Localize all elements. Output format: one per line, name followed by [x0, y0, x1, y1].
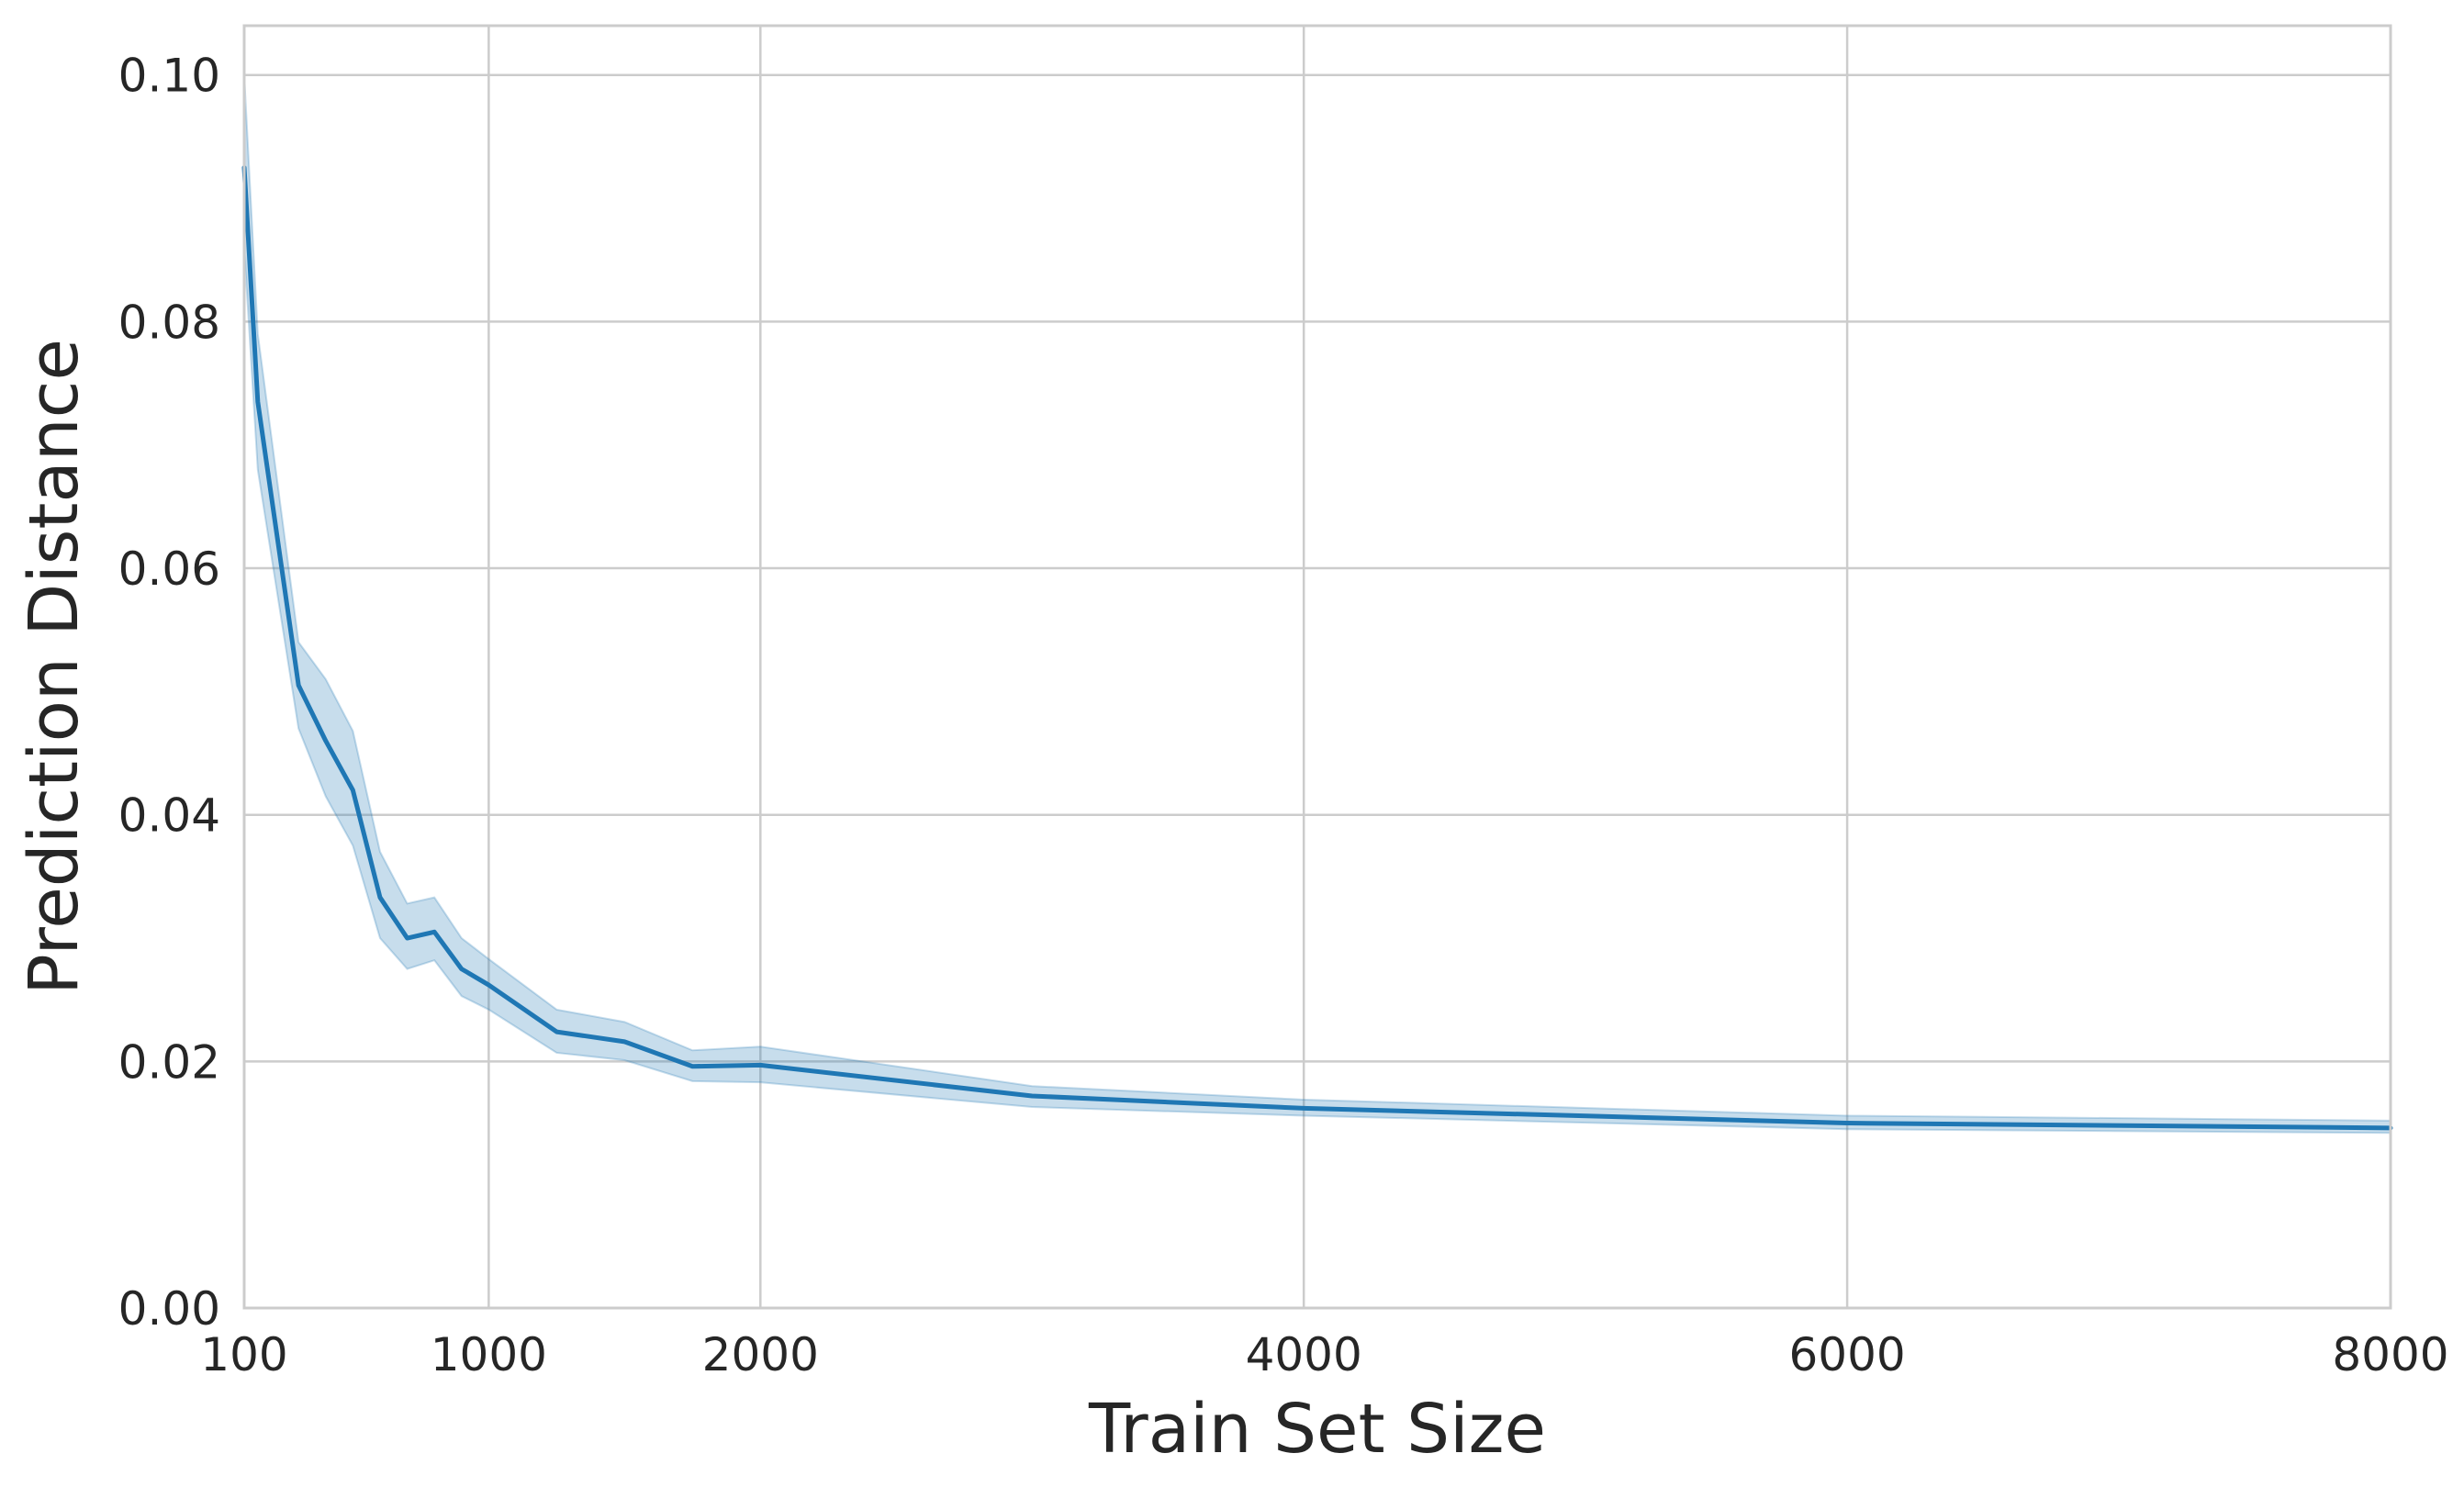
x-tick-label-1000: 1000: [431, 1328, 547, 1381]
series-lines: [241, 164, 2393, 1131]
y-tick-labels: 0.00 0.02 0.04 0.06 0.08 0.10: [118, 50, 220, 1336]
y-tick-label-0.04: 0.04: [118, 789, 220, 843]
x-tick-label-100: 100: [200, 1328, 287, 1381]
y-tick-label-0.02: 0.02: [118, 1035, 220, 1089]
x-tick-label-6000: 6000: [1788, 1328, 1905, 1381]
x-tick-label-4000: 4000: [1246, 1328, 1362, 1381]
x-axis-title: Train Set Size: [1088, 1390, 1546, 1469]
y-tick-label-0.06: 0.06: [118, 542, 220, 596]
x-tick-label-2000: 2000: [702, 1328, 819, 1381]
x-tick-label-8000: 8000: [2332, 1328, 2448, 1381]
y-axis-title: Prediction Distance: [15, 339, 94, 995]
y-tick-label-0.08: 0.08: [118, 296, 220, 349]
y-tick-label-0.10: 0.10: [118, 50, 220, 103]
series-line-0: [241, 164, 2393, 1131]
y-tick-label-0.00: 0.00: [118, 1282, 220, 1336]
plot-frame: [242, 24, 2392, 1310]
x-tick-labels: 100 1000 2000 4000 6000 8000: [200, 1328, 2448, 1381]
